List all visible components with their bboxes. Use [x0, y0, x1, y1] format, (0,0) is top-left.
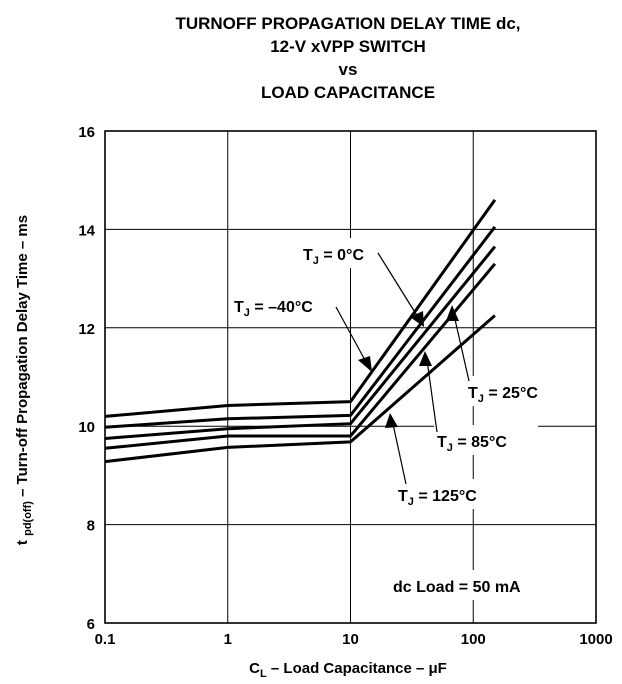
annotation-tj-125c: TJ = 125°C: [398, 488, 477, 508]
series-line-3: [104, 262, 497, 450]
x-tick-label: 10: [342, 631, 359, 648]
annotation-tj-0c: TJ = 0°C: [303, 247, 364, 267]
chart-title: TURNOFF PROPAGATION DELAY TIME dc, 12-V …: [175, 14, 520, 102]
x-tick-label: 1000: [579, 631, 612, 648]
annotation-tj-85c: TJ = 85°C: [437, 434, 507, 454]
y-tick-label: 6: [87, 616, 95, 633]
plot-frame: [104, 130, 597, 624]
y-axis-label: t pd(off) – Turn-off Propagation Delay T…: [14, 215, 34, 545]
title-line-1: TURNOFF PROPAGATION DELAY TIME dc,: [175, 14, 520, 33]
y-tick-label: 8: [87, 518, 95, 535]
series-line-4: [104, 314, 496, 464]
x-tick-label: 0.1: [95, 631, 116, 648]
arrowhead-tj-125c: [385, 413, 398, 428]
leader-line-tj-85c: [426, 359, 438, 433]
arrowhead-tj-minus40c: [358, 356, 372, 372]
arrowhead-tj-0c: [410, 311, 424, 327]
leader-line-tj-minus40c: [335, 306, 367, 363]
y-tick-label: 10: [78, 419, 95, 436]
y-tick-labels: 6 8 10 12 14 16: [78, 124, 95, 633]
leader-line-tj-0c: [377, 252, 422, 323]
arrowhead-tj-85c: [419, 351, 432, 366]
annotation-tj-25c: TJ = 25°C: [468, 385, 538, 405]
series-lines: [104, 199, 497, 464]
annotations: TJ = 0°C TJ = –40°C TJ = 25°C TJ = 85°C …: [231, 238, 569, 600]
title-line-4: LOAD CAPACITANCE: [261, 83, 435, 102]
series-line-2: [104, 245, 497, 440]
x-axis-label: CL – Load Capacitance – μF: [249, 660, 447, 680]
x-tick-label: 1: [224, 631, 232, 648]
leader-line-tj-25c: [453, 314, 470, 382]
load-note: dc Load = 50 mA: [393, 579, 521, 596]
title-line-2: 12-V xVPP SWITCH: [270, 37, 426, 56]
leader-line-tj-125c: [392, 423, 407, 485]
annotation-tj-minus40c: TJ = –40°C: [234, 299, 313, 319]
arrowhead-tj-25c: [446, 305, 459, 321]
y-tick-label: 16: [78, 124, 95, 141]
x-tick-label: 100: [461, 631, 486, 648]
y-tick-label: 14: [78, 222, 95, 239]
series-line-0: [104, 199, 497, 418]
y-tick-label: 12: [78, 321, 95, 338]
series-line-1: [104, 225, 497, 429]
title-line-3: vs: [339, 60, 358, 79]
x-tick-labels: 0.1 1 10 100 1000: [95, 631, 613, 648]
